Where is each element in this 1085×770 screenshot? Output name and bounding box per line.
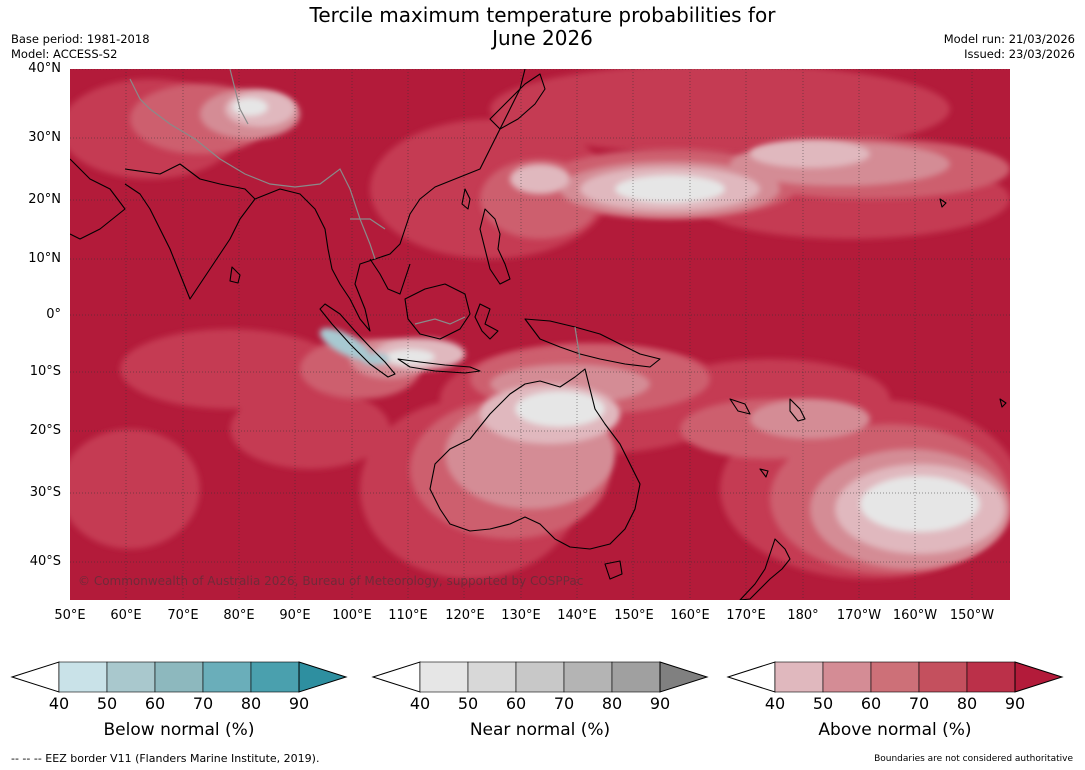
cbar-above-tick-90: 90: [1004, 694, 1026, 713]
cbar-near-tick-80: 80: [601, 694, 623, 713]
cbar-near-70-80: [563, 661, 613, 693]
lon-label-140e: 140°E: [557, 608, 597, 623]
lat-label-40s: 40°S: [29, 554, 61, 569]
lon-label-170e: 170°E: [726, 608, 766, 623]
lat-label-30s: 30°S: [29, 485, 61, 500]
lat-label-30n: 30°N: [28, 130, 61, 145]
country-borders: [129, 69, 581, 360]
cbar-near-40-50: [419, 661, 469, 693]
lon-label-150w: 150°W: [949, 608, 995, 623]
lon-label-70e: 70°E: [167, 608, 199, 623]
cbar-above-tick-70: 70: [908, 694, 930, 713]
issued-text: Issued: 23/03/2026: [964, 47, 1075, 61]
cbar-below-tick-60: 60: [144, 694, 166, 713]
cbar-above-high-arrow: [1014, 661, 1064, 693]
eez-border-note: -- -- -- EEZ border V11 (Flanders Marine…: [11, 752, 320, 765]
cbar-below-high-arrow: [298, 661, 348, 693]
cbar-above-50-60: [822, 661, 872, 693]
cbar-near-label: Near normal (%): [469, 720, 611, 740]
cbar-near-tick-50: 50: [457, 694, 479, 713]
copyright-notice: © Commonwealth of Australia 2026, Bureau…: [78, 574, 584, 588]
cbar-below-tick-80: 80: [240, 694, 262, 713]
cbar-near-high-arrow: [659, 661, 709, 693]
cbar-near-tick-70: 70: [553, 694, 575, 713]
cbar-above-60-70: [870, 661, 920, 693]
cbar-above-40-50: [774, 661, 824, 693]
cbar-below-low-arrow: [10, 661, 60, 693]
cbar-above-70-80: [918, 661, 968, 693]
lat-label-20s: 20°S: [29, 423, 61, 438]
cbar-above-80-90: [966, 661, 1016, 693]
boundaries-disclaimer: Boundaries are not considered authoritat…: [874, 754, 1073, 764]
lon-label-180: 180°: [787, 608, 819, 623]
cbar-below-50-60: [106, 661, 156, 693]
map-svg: [70, 69, 1010, 600]
lat-label-40n: 40°N: [28, 61, 61, 76]
lon-label-110e: 110°E: [388, 608, 428, 623]
cbar-above-low-arrow: [726, 661, 776, 693]
cbar-below-label: Below normal (%): [103, 720, 255, 740]
cbar-near-tick-40: 40: [409, 694, 431, 713]
colorbars-svg: [10, 661, 1064, 693]
cbar-below-tick-40: 40: [48, 694, 70, 713]
cbar-below-80-90: [250, 661, 300, 693]
cbar-above-tick-50: 50: [812, 694, 834, 713]
cbar-below-tick-90: 90: [288, 694, 310, 713]
colorbar-near: [371, 661, 709, 693]
cbar-above-tick-40: 40: [764, 694, 786, 713]
title-line-1: Tercile maximum temperature probabilitie…: [309, 3, 776, 27]
meta-left: Base period: 1981-2018 Model: ACCESS-S2: [11, 32, 150, 62]
meta-right: Model run: 21/03/2026 Issued: 23/03/2026: [944, 32, 1075, 62]
cbar-below-40-50: [58, 661, 108, 693]
cbar-above-label: Above normal (%): [818, 720, 972, 740]
probability-map: [70, 69, 1010, 600]
lon-label-130e: 130°E: [501, 608, 541, 623]
lon-label-120e: 120°E: [445, 608, 485, 623]
lon-label-90e: 90°E: [279, 608, 311, 623]
cbar-above-tick-80: 80: [956, 694, 978, 713]
lon-label-100e: 100°E: [332, 608, 372, 623]
lon-label-170w: 170°W: [836, 608, 882, 623]
lon-label-60e: 60°E: [110, 608, 142, 623]
near-normal-zones: [232, 98, 980, 532]
cbar-near-tick-90: 90: [649, 694, 671, 713]
cbar-near-50-60: [467, 661, 517, 693]
map-title: Tercile maximum temperature probabilitie…: [0, 4, 1085, 50]
colorbar-below: [10, 661, 348, 693]
coastlines: [70, 69, 1007, 600]
colorbar-above: [726, 661, 1064, 693]
lat-label-10s: 10°S: [29, 364, 61, 379]
lon-label-80e: 80°E: [223, 608, 255, 623]
cbar-near-tick-60: 60: [505, 694, 527, 713]
lon-label-150e: 150°E: [614, 608, 654, 623]
lon-label-160w: 160°W: [892, 608, 938, 623]
cbar-below-tick-50: 50: [96, 694, 118, 713]
lon-label-160e: 160°E: [670, 608, 710, 623]
lat-label-20n: 20°N: [28, 192, 61, 207]
cbar-above-tick-60: 60: [860, 694, 882, 713]
model-run-text: Model run: 21/03/2026: [943, 32, 1075, 46]
lat-label-10n: 10°N: [28, 251, 61, 266]
cbar-below-60-70: [154, 661, 204, 693]
cbar-near-low-arrow: [371, 661, 421, 693]
lat-label-0: 0°: [46, 307, 61, 322]
cbar-below-tick-70: 70: [192, 694, 214, 713]
title-line-2: June 2026: [492, 26, 593, 50]
cbar-near-80-90: [611, 661, 661, 693]
lon-label-50e: 50°E: [54, 608, 86, 623]
model-text: Model: ACCESS-S2: [11, 47, 118, 61]
graticule: [70, 69, 1010, 600]
base-period-text: Base period: 1981-2018: [11, 32, 150, 46]
cbar-below-70-80: [202, 661, 252, 693]
cbar-near-60-70: [515, 661, 565, 693]
